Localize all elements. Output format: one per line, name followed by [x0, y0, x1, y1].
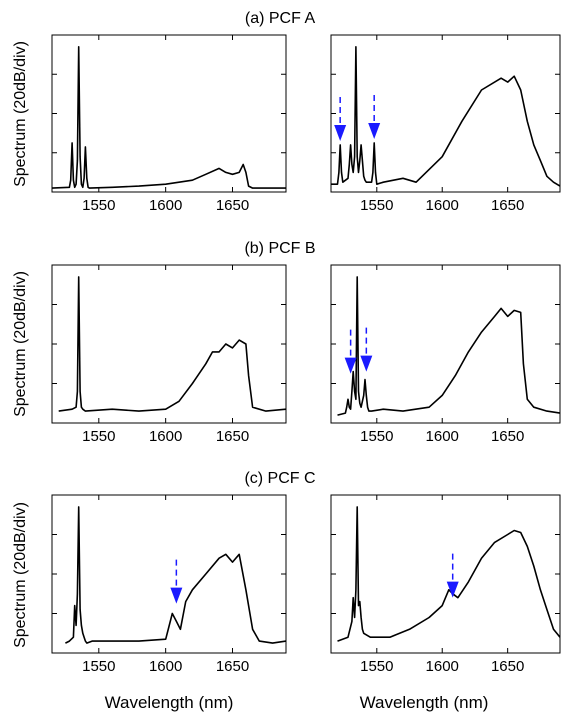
- spectrum-line-1: [65, 506, 287, 644]
- y-axis-label: Spectrum (20dB/div): [12, 41, 29, 187]
- x-tick-label: 1550: [360, 658, 393, 675]
- x-tick-label: 1550: [360, 197, 393, 214]
- x-tick-label: 1650: [491, 658, 524, 675]
- x-tick-label: 1600: [149, 428, 182, 445]
- arrow-annotation: [344, 329, 357, 374]
- x-tick-label: 1550: [82, 197, 115, 214]
- x-tick-label: 1600: [149, 658, 182, 675]
- y-axis-label: Spectrum (20dB/div): [12, 502, 29, 648]
- panel-title: (b) PCF B: [244, 240, 315, 257]
- x-tick-label: 1650: [491, 197, 524, 214]
- arrow-annotation: [360, 327, 373, 372]
- spectrum-line-1: [58, 276, 287, 412]
- panels-group: 1550 1600 1650 (a) PCF A 1550 1600 1650 1550 160…: [51, 10, 561, 675]
- chart-panel-5: 1550 1600 1650 (c) PCF C: [51, 470, 316, 675]
- chart-panel-6: 1550 1600 1650: [330, 494, 561, 675]
- x-axis-label: Wavelength (nm): [105, 693, 234, 712]
- x-tick-label: 1600: [149, 197, 182, 214]
- x-tick-label: 1650: [216, 658, 249, 675]
- arrow-annotation: [334, 96, 347, 141]
- y-axis-label: Spectrum (20dB/div): [12, 271, 29, 417]
- spectrum-line-1: [337, 506, 561, 642]
- arrow-annotation: [368, 94, 381, 139]
- x-tick-label: 1600: [426, 197, 459, 214]
- chart-panel-1: 1550 1600 1650 (a) PCF A: [51, 10, 316, 214]
- x-tick-label: 1650: [216, 197, 249, 214]
- x-tick-label: 1600: [426, 428, 459, 445]
- x-tick-label: 1650: [216, 428, 249, 445]
- chart-panel-4: 1550 1600 1650: [330, 264, 561, 445]
- x-tick-label: 1550: [82, 658, 115, 675]
- chart-panel-3: 1550 1600 1650 (b) PCF B: [51, 240, 316, 445]
- x-axis-label: Wavelength (nm): [360, 693, 489, 712]
- arrow-annotation: [446, 553, 459, 598]
- chart-panel-2: 1550 1600 1650: [330, 34, 561, 214]
- plot-frame: [330, 494, 561, 654]
- x-tick-label: 1650: [491, 428, 524, 445]
- x-tick-label: 1550: [360, 428, 393, 445]
- plot-frame: [330, 264, 561, 424]
- x-tick-label: 1600: [426, 658, 459, 675]
- x-tick-label: 1550: [82, 428, 115, 445]
- panel-title: (c) PCF C: [244, 470, 315, 487]
- panel-title: (a) PCF A: [245, 10, 316, 27]
- arrow-annotation: [170, 559, 183, 604]
- spectrum-line-1: [51, 45, 286, 189]
- spectrum-line-1: [331, 45, 561, 187]
- spectrum-line-1: [337, 276, 561, 416]
